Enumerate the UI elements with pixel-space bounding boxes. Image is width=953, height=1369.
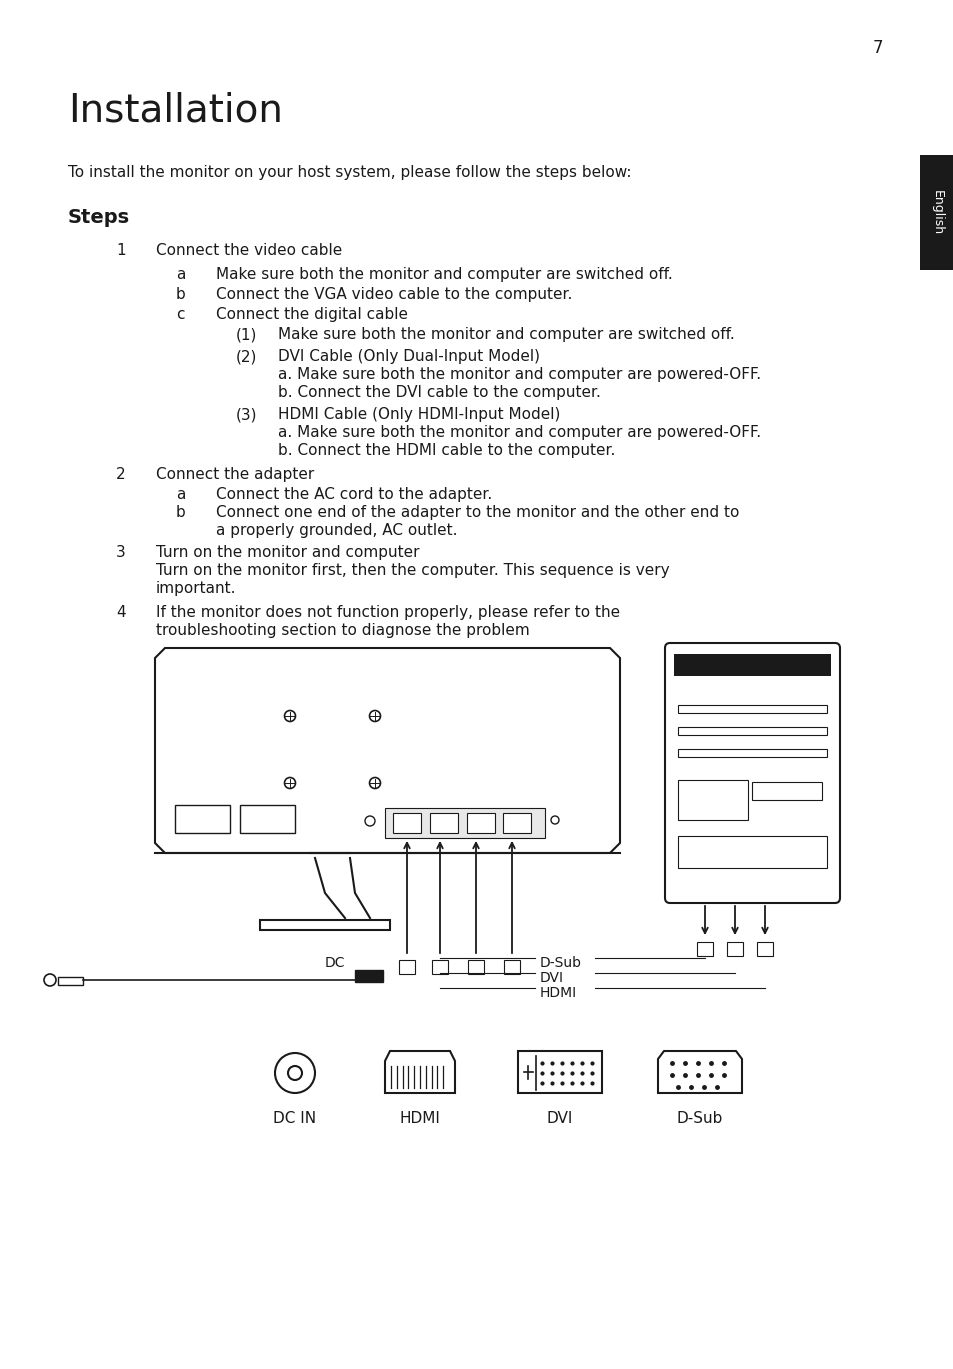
Text: a: a	[175, 487, 185, 502]
Text: b. Connect the HDMI cable to the computer.: b. Connect the HDMI cable to the compute…	[277, 444, 615, 459]
Text: Connect the video cable: Connect the video cable	[156, 244, 342, 257]
FancyBboxPatch shape	[503, 960, 519, 973]
FancyBboxPatch shape	[678, 836, 826, 868]
FancyBboxPatch shape	[726, 942, 742, 956]
FancyBboxPatch shape	[385, 808, 544, 838]
Text: Make sure both the monitor and computer are switched off.: Make sure both the monitor and computer …	[277, 327, 734, 342]
Text: Connect the adapter: Connect the adapter	[156, 467, 314, 482]
FancyBboxPatch shape	[664, 643, 840, 904]
Text: (3): (3)	[235, 407, 257, 422]
Text: Connect the AC cord to the adapter.: Connect the AC cord to the adapter.	[215, 487, 492, 502]
Polygon shape	[154, 648, 619, 853]
Text: (2): (2)	[235, 349, 257, 364]
FancyBboxPatch shape	[757, 942, 772, 956]
Text: b. Connect the DVI cable to the computer.: b. Connect the DVI cable to the computer…	[277, 385, 600, 400]
Text: Connect the digital cable: Connect the digital cable	[215, 307, 408, 322]
Text: English: English	[929, 190, 943, 235]
Text: DC IN: DC IN	[274, 1112, 316, 1125]
Text: D-Sub: D-Sub	[676, 1112, 722, 1125]
Text: If the monitor does not function properly, please refer to the: If the monitor does not function properl…	[156, 605, 619, 620]
FancyBboxPatch shape	[678, 727, 826, 735]
Text: Connect one end of the adapter to the monitor and the other end to: Connect one end of the adapter to the mo…	[215, 505, 739, 520]
FancyBboxPatch shape	[502, 813, 531, 832]
Text: troubleshooting section to diagnose the problem: troubleshooting section to diagnose the …	[156, 623, 529, 638]
Text: 7: 7	[872, 38, 882, 57]
Text: 2: 2	[116, 467, 126, 482]
Text: 1: 1	[116, 244, 126, 257]
Text: important.: important.	[156, 580, 236, 596]
FancyBboxPatch shape	[58, 977, 83, 986]
Text: DVI: DVI	[546, 1112, 573, 1125]
FancyBboxPatch shape	[398, 960, 415, 973]
FancyBboxPatch shape	[678, 780, 747, 820]
FancyBboxPatch shape	[355, 971, 382, 982]
Text: Steps: Steps	[68, 208, 130, 227]
Text: 3: 3	[116, 545, 126, 560]
FancyBboxPatch shape	[919, 155, 953, 270]
Text: Turn on the monitor and computer: Turn on the monitor and computer	[156, 545, 419, 560]
Polygon shape	[385, 1051, 455, 1092]
FancyBboxPatch shape	[174, 805, 230, 832]
Text: b: b	[175, 287, 186, 303]
Text: (1): (1)	[235, 327, 257, 342]
Polygon shape	[658, 1051, 741, 1092]
Text: HDMI: HDMI	[539, 986, 577, 999]
Text: HDMI: HDMI	[399, 1112, 440, 1125]
Text: Installation: Installation	[68, 92, 283, 130]
Text: a. Make sure both the monitor and computer are powered-OFF.: a. Make sure both the monitor and comput…	[277, 367, 760, 382]
FancyBboxPatch shape	[467, 813, 495, 832]
Text: Connect the VGA video cable to the computer.: Connect the VGA video cable to the compu…	[215, 287, 572, 303]
FancyBboxPatch shape	[393, 813, 420, 832]
FancyBboxPatch shape	[751, 782, 821, 799]
FancyBboxPatch shape	[678, 705, 826, 713]
Text: Turn on the monitor first, then the computer. This sequence is very: Turn on the monitor first, then the comp…	[156, 563, 669, 578]
FancyBboxPatch shape	[673, 654, 830, 676]
Text: Make sure both the monitor and computer are switched off.: Make sure both the monitor and computer …	[215, 267, 672, 282]
Text: 4: 4	[116, 605, 126, 620]
FancyBboxPatch shape	[678, 749, 826, 757]
Text: DVI: DVI	[539, 971, 563, 986]
Text: DVI Cable (Only Dual-Input Model): DVI Cable (Only Dual-Input Model)	[277, 349, 539, 364]
Text: a: a	[175, 267, 185, 282]
FancyBboxPatch shape	[697, 942, 712, 956]
Text: b: b	[175, 505, 186, 520]
Text: a. Make sure both the monitor and computer are powered-OFF.: a. Make sure both the monitor and comput…	[277, 424, 760, 439]
FancyBboxPatch shape	[260, 920, 390, 930]
Text: a properly grounded, AC outlet.: a properly grounded, AC outlet.	[215, 523, 457, 538]
Text: DC: DC	[324, 956, 345, 971]
FancyBboxPatch shape	[517, 1051, 601, 1092]
FancyBboxPatch shape	[468, 960, 483, 973]
Text: D-Sub: D-Sub	[539, 956, 581, 971]
FancyBboxPatch shape	[240, 805, 294, 832]
FancyBboxPatch shape	[432, 960, 448, 973]
Text: HDMI Cable (Only HDMI-Input Model): HDMI Cable (Only HDMI-Input Model)	[277, 407, 559, 422]
FancyBboxPatch shape	[430, 813, 457, 832]
Text: c: c	[175, 307, 184, 322]
Text: To install the monitor on your host system, please follow the steps below:: To install the monitor on your host syst…	[68, 166, 631, 179]
